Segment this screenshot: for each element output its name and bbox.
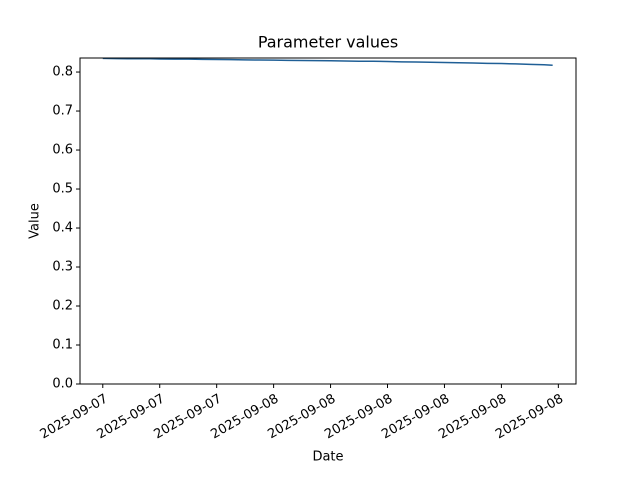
y-tick-label: 0.0 (52, 377, 73, 392)
y-tick-label: 0.4 (52, 221, 73, 236)
plot-frame (79, 57, 577, 385)
y-tick-label: 0.7 (52, 104, 73, 119)
x-axis-label: Date (312, 450, 343, 465)
y-tick-label: 0.1 (52, 338, 73, 353)
y-tick-label: 0.5 (52, 182, 73, 197)
y-tick-label: 0.2 (52, 299, 73, 314)
y-tick-label: 0.8 (52, 65, 73, 80)
series-line (102, 57, 553, 66)
y-tick-label: 0.6 (52, 143, 73, 158)
y-tick-label: 0.3 (52, 260, 73, 275)
y-axis-label: Value (28, 203, 43, 239)
chart-title: Parameter values (258, 33, 398, 52)
